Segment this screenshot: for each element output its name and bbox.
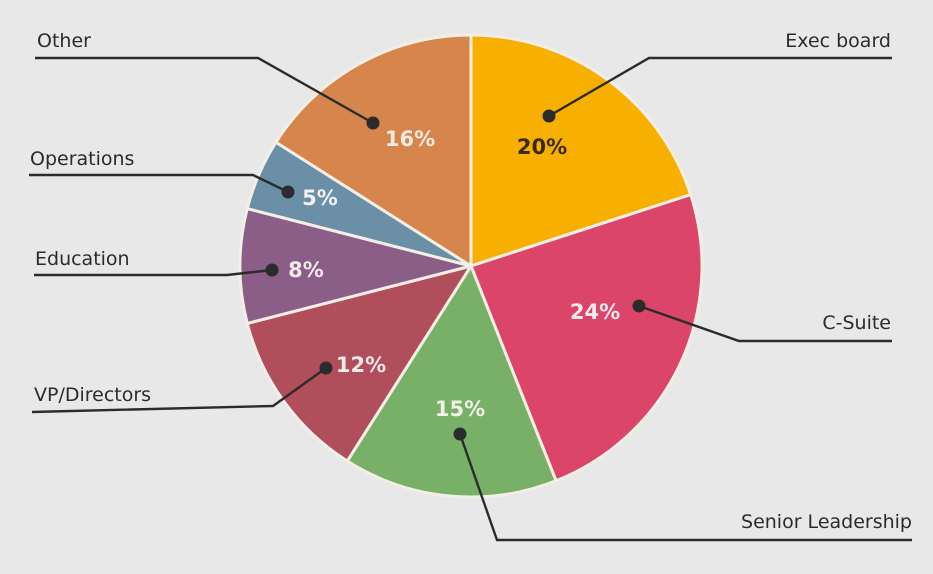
callout-vp-directors: VP/Directors 12% — [31, 353, 386, 414]
percent-label: 24% — [570, 300, 620, 324]
category-label: VP/Directors — [34, 384, 151, 406]
leader-line — [35, 56, 374, 125]
category-label: C-Suite — [822, 312, 891, 334]
pie-slices — [238, 33, 704, 499]
pie-slice-senior-leadership — [345, 264, 558, 499]
percent-label: 5% — [302, 186, 338, 210]
category-label: Exec board — [785, 30, 891, 52]
leader-line — [638, 304, 892, 343]
leader-dot-icon — [453, 427, 467, 441]
leader-dot-icon — [542, 109, 556, 123]
callout-c-suite: C-Suite 24% — [570, 299, 892, 343]
pie-slice-other — [274, 33, 473, 268]
pie-slice-exec-board — [469, 33, 693, 268]
callout-other: Other 16% — [35, 30, 435, 151]
category-label: Operations — [30, 148, 134, 170]
leader-line — [34, 268, 273, 277]
category-label: Senior Leadership — [741, 511, 912, 533]
leader-dot-icon — [281, 185, 295, 199]
leader-line — [458, 433, 912, 542]
callout-operations: Operations 5% — [29, 148, 338, 210]
leader-line — [548, 56, 892, 118]
leader-line — [31, 367, 327, 414]
callout-education: Education 8% — [34, 248, 324, 282]
leader-line — [29, 173, 289, 194]
percent-label: 16% — [385, 127, 435, 151]
percent-label: 8% — [288, 258, 324, 282]
callout-layer: Exec board 20% C-Suite 24% Senior Leadership… — [29, 30, 912, 542]
leader-dot-icon — [265, 263, 279, 277]
percent-label: 20% — [517, 135, 567, 159]
callout-exec-board: Exec board 20% — [517, 30, 892, 159]
leader-dot-icon — [366, 116, 380, 130]
leader-dot-icon — [319, 361, 333, 375]
category-label: Other — [37, 30, 91, 52]
percent-label: 12% — [336, 353, 386, 377]
leader-dot-icon — [632, 299, 646, 313]
pie-slice-vp-directors — [245, 264, 473, 463]
percent-label: 15% — [435, 397, 485, 421]
pie-slice-education — [238, 207, 473, 325]
callout-senior-leadership: Senior Leadership 15% — [435, 397, 912, 542]
category-label: Education — [35, 248, 130, 270]
